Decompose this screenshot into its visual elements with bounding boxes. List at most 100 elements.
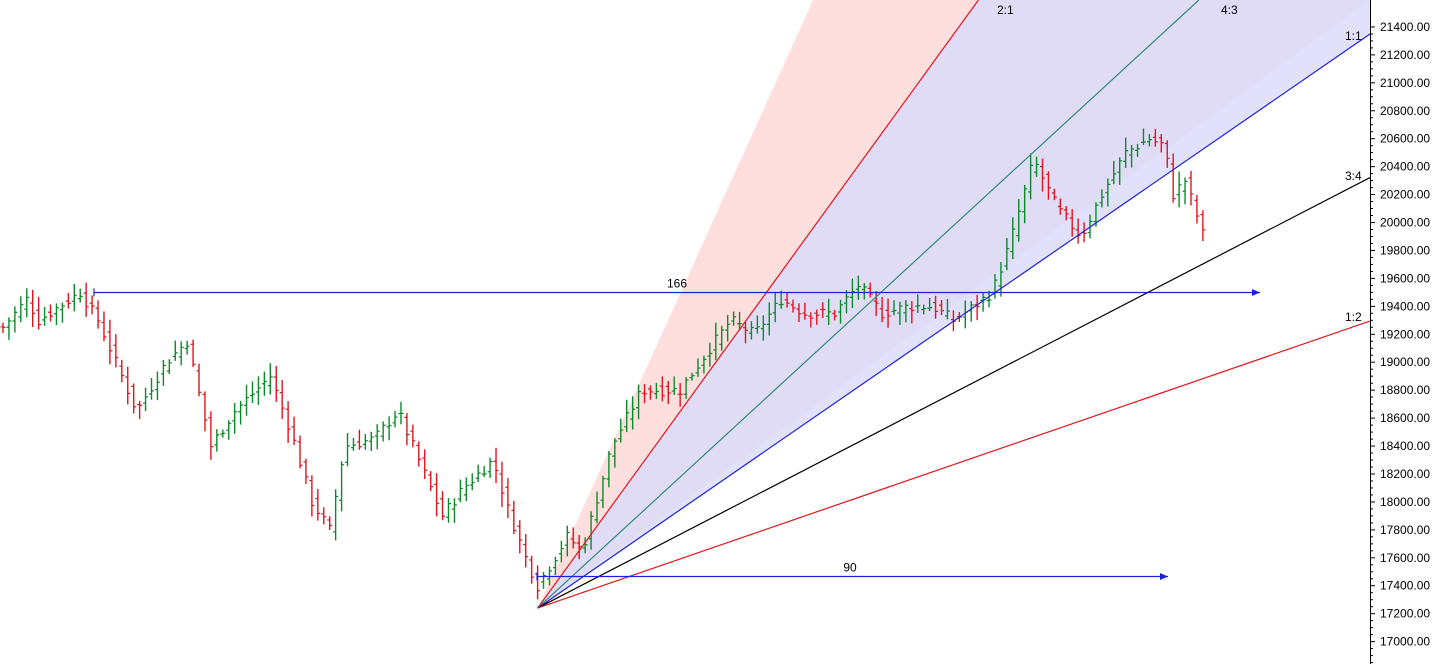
measure-arrow-90-arrowhead [1160, 573, 1168, 580]
ohlc-bar [731, 311, 737, 326]
ohlc-bar [1099, 189, 1105, 208]
ohlc-bar [392, 410, 398, 428]
ohlc-bar [24, 288, 30, 318]
fan-label-4-3: 4:3 [1221, 3, 1238, 17]
ohlc-bar [149, 378, 154, 400]
ohlc-bar [279, 379, 285, 419]
ohlc-bar [451, 498, 457, 523]
ohlc-bar [921, 304, 927, 315]
ohlc-bar [867, 282, 873, 298]
y-tick-label: 19400.00 [1380, 299, 1430, 313]
ohlc-bar [434, 473, 440, 517]
fan-line-1-1 [537, 33, 1370, 609]
ohlc-bar [873, 290, 879, 317]
ohlc-bar [83, 282, 89, 317]
ohlc-bar [440, 491, 446, 521]
ohlc-bar [6, 317, 12, 340]
ohlc-bar [814, 309, 820, 325]
ohlc-bar [903, 300, 909, 323]
ohlc-bar [1182, 177, 1188, 205]
ohlc-bar [582, 537, 588, 554]
ohlc-bar [624, 399, 630, 433]
ohlc-bar [642, 384, 648, 404]
ohlc-bar [374, 424, 380, 450]
ohlc-bar [339, 461, 345, 512]
ohlc-bar [719, 325, 725, 351]
ohlc-bar [558, 540, 564, 563]
ohlc-bar [802, 302, 808, 320]
ohlc-bar [172, 340, 178, 361]
ohlc-bar [457, 479, 463, 503]
ohlc-bar [255, 376, 261, 405]
ohlc-bar [18, 296, 24, 323]
ohlc-bar [113, 334, 119, 368]
measure-arrow-90-label: 90 [843, 561, 857, 575]
ohlc-bar [760, 315, 766, 341]
ohlc-bar [713, 322, 719, 361]
ohlc-bar [0, 322, 6, 333]
ohlc-bar [725, 314, 731, 342]
ohlc-bar [416, 441, 422, 467]
ohlc-bar [95, 300, 101, 329]
ohlc-bar [36, 296, 42, 330]
ohlc-bar [101, 311, 107, 342]
ohlc-bar [48, 304, 54, 322]
ohlc-bar [576, 535, 582, 560]
fan-line-4-3 [537, 0, 1200, 609]
fan-label-1-1: 1:1 [1345, 29, 1362, 43]
ohlc-bar [202, 391, 208, 432]
ohlc-bar [1028, 153, 1034, 200]
ohlc-bar [1004, 238, 1010, 271]
ohlc-bar [695, 358, 701, 377]
y-tick-label: 20600.00 [1380, 132, 1430, 146]
ohlc-bar [689, 372, 695, 381]
y-tick-label: 20800.00 [1380, 104, 1430, 118]
ohlc-bar [1034, 156, 1040, 177]
ohlc-bar [564, 525, 570, 557]
ohlc-bar [683, 377, 689, 400]
ohlc-bar [410, 424, 416, 448]
ohlc-bar [772, 292, 778, 323]
ohlc-bar [469, 473, 475, 491]
ohlc-bar [475, 464, 481, 483]
y-tick-label: 20400.00 [1380, 160, 1430, 174]
ohlc-bar [647, 385, 653, 400]
ohlc-bar [166, 359, 172, 375]
ohlc-bar [356, 429, 362, 450]
ohlc-bar [53, 303, 59, 326]
ohlc-bar [386, 416, 392, 441]
ohlc-bar [517, 520, 523, 554]
ohlc-bar [59, 302, 65, 323]
ohlc-bar [855, 275, 861, 300]
ohlc-bar [273, 365, 279, 402]
fan-fill-blue-zone [537, 0, 1370, 609]
ohlc-bar [1111, 160, 1117, 185]
ohlc-bar [42, 306, 48, 326]
ohlc-bar [345, 432, 351, 467]
ohlc-bar [861, 283, 867, 300]
ohlc-bar [570, 527, 576, 549]
ohlc-bar [89, 295, 95, 315]
ohlc-bar [321, 507, 327, 525]
ohlc-bar [1135, 143, 1141, 157]
y-tick-label: 19600.00 [1380, 271, 1430, 285]
ohlc-bar [226, 420, 232, 440]
ohlc-bar [463, 477, 469, 502]
ohlc-bar [143, 387, 149, 412]
measure-arrow-90: 90 [536, 561, 1168, 581]
fan-line-1-2 [537, 320, 1370, 609]
ohlc-bar [1194, 195, 1200, 224]
y-tick-label: 18000.00 [1380, 495, 1430, 509]
ohlc-bar [333, 489, 339, 541]
ohlc-bar [303, 458, 309, 484]
ohlc-bar [446, 498, 451, 523]
ohlc-bar [529, 555, 535, 584]
ohlc-bar [588, 511, 594, 550]
ohlc-bar [1117, 157, 1123, 185]
fan-label-1-2: 1:2 [1345, 310, 1362, 324]
ohlc-bar [125, 366, 131, 405]
fan-line-3-4 [537, 176, 1370, 609]
measure-arrow-166: 166 [93, 277, 1260, 297]
